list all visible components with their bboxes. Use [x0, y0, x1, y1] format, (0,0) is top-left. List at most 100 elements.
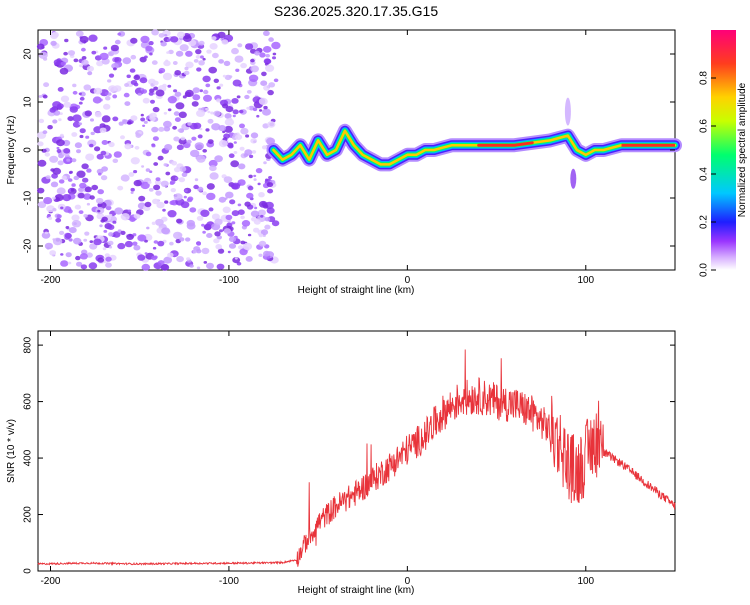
- noise-speckle: [38, 95, 43, 98]
- noise-speckle: [229, 199, 236, 205]
- noise-speckle: [249, 154, 254, 159]
- noise-speckle: [231, 47, 239, 55]
- noise-speckle: [67, 178, 73, 182]
- noise-speckle: [94, 146, 101, 152]
- noise-speckle: [41, 231, 51, 239]
- noise-speckle: [218, 59, 225, 64]
- noise-speckle: [107, 240, 114, 246]
- noise-speckle: [67, 50, 76, 56]
- noise-speckle: [174, 176, 179, 180]
- noise-speckle: [124, 101, 131, 106]
- noise-speckle: [74, 204, 82, 210]
- noise-speckle: [235, 68, 240, 73]
- noise-speckle: [248, 74, 259, 83]
- noise-speckle: [165, 171, 171, 176]
- noise-speckle: [45, 175, 51, 180]
- noise-speckle: [133, 179, 142, 187]
- noise-speckle: [37, 159, 47, 167]
- noise-speckle: [95, 197, 104, 204]
- noise-speckle: [79, 35, 89, 44]
- noise-speckle: [234, 55, 244, 63]
- noise-speckle: [239, 248, 248, 256]
- noise-speckle: [79, 182, 87, 189]
- noise-speckle: [56, 139, 65, 147]
- noise-speckle: [93, 126, 103, 134]
- noise-speckle: [60, 260, 69, 267]
- noise-speckle: [163, 120, 172, 128]
- noise-speckle: [155, 89, 165, 97]
- noise-speckle: [196, 109, 205, 117]
- noise-speckle: [152, 136, 159, 142]
- noise-speckle: [193, 122, 202, 129]
- noise-speckle: [123, 92, 130, 98]
- noise-speckle: [182, 95, 187, 99]
- noise-speckle: [187, 122, 192, 126]
- noise-speckle: [154, 179, 162, 185]
- noise-speckle: [120, 213, 130, 221]
- noise-speckle: [155, 218, 164, 226]
- noise-speckle: [228, 117, 233, 121]
- noise-speckle: [246, 106, 250, 110]
- noise-speckle: [151, 144, 156, 148]
- noise-speckle: [263, 58, 271, 65]
- noise-speckle: [144, 55, 148, 59]
- noise-speckle: [256, 114, 260, 118]
- noise-speckle: [247, 233, 252, 237]
- noise-speckle: [85, 135, 90, 139]
- noise-speckle: [155, 177, 161, 182]
- noise-speckle: [184, 66, 189, 71]
- noise-speckle: [101, 216, 108, 222]
- noise-speckle: [258, 97, 268, 105]
- noise-speckle: [191, 136, 197, 141]
- figure-title: S236.2025.320.17.35.G15: [274, 3, 438, 19]
- noise-speckle: [130, 54, 137, 60]
- noise-speckle: [258, 200, 268, 208]
- noise-speckle: [36, 43, 45, 50]
- noise-speckle: [162, 208, 166, 212]
- noise-speckle: [198, 40, 205, 46]
- noise-speckle: [222, 130, 226, 134]
- noise-speckle: [41, 148, 47, 153]
- noise-speckle: [208, 66, 217, 74]
- noise-speckle: [133, 74, 141, 81]
- noise-speckle: [59, 67, 69, 75]
- x-tick-label: 100: [577, 576, 594, 587]
- noise-speckle: [219, 83, 224, 87]
- noise-speckle: [50, 32, 59, 40]
- spectrogram-y-ticks: -20 -10 0 10 20: [23, 48, 675, 253]
- noise-speckle: [209, 172, 219, 180]
- noise-speckle: [108, 73, 115, 78]
- noise-speckle: [44, 231, 49, 235]
- noise-speckle: [194, 178, 199, 182]
- noise-speckle: [198, 60, 205, 66]
- noise-speckle: [101, 115, 111, 123]
- noise-speckle: [88, 34, 98, 42]
- noise-speckle: [37, 187, 45, 194]
- noise-speckle: [55, 218, 62, 223]
- noise-speckle: [264, 224, 271, 230]
- noise-speckle: [219, 229, 223, 233]
- noise-speckle: [158, 67, 166, 74]
- noise-speckle: [72, 90, 78, 95]
- noise-speckle: [199, 89, 203, 93]
- noise-speckle: [133, 213, 141, 219]
- noise-speckle: [233, 141, 237, 144]
- noise-speckle: [110, 44, 119, 52]
- noise-speckle: [124, 240, 133, 248]
- noise-speckle: [212, 52, 219, 59]
- noise-speckle: [260, 214, 264, 218]
- noise-speckle: [244, 201, 251, 207]
- noise-speckle: [190, 149, 200, 158]
- noise-speckle: [99, 127, 107, 133]
- noise-speckle: [145, 45, 153, 52]
- spectrogram-ridge: [266, 97, 682, 189]
- noise-speckle: [271, 41, 281, 50]
- colorbar-tick-label: 0.4: [699, 167, 710, 181]
- noise-speckle: [259, 109, 263, 112]
- noise-speckle: [138, 195, 146, 202]
- noise-speckle: [215, 244, 222, 250]
- noise-speckle: [141, 263, 151, 271]
- noise-speckle: [180, 201, 190, 209]
- noise-speckle: [143, 120, 148, 124]
- spectrogram-y-label: Frequency (Hz): [6, 116, 17, 185]
